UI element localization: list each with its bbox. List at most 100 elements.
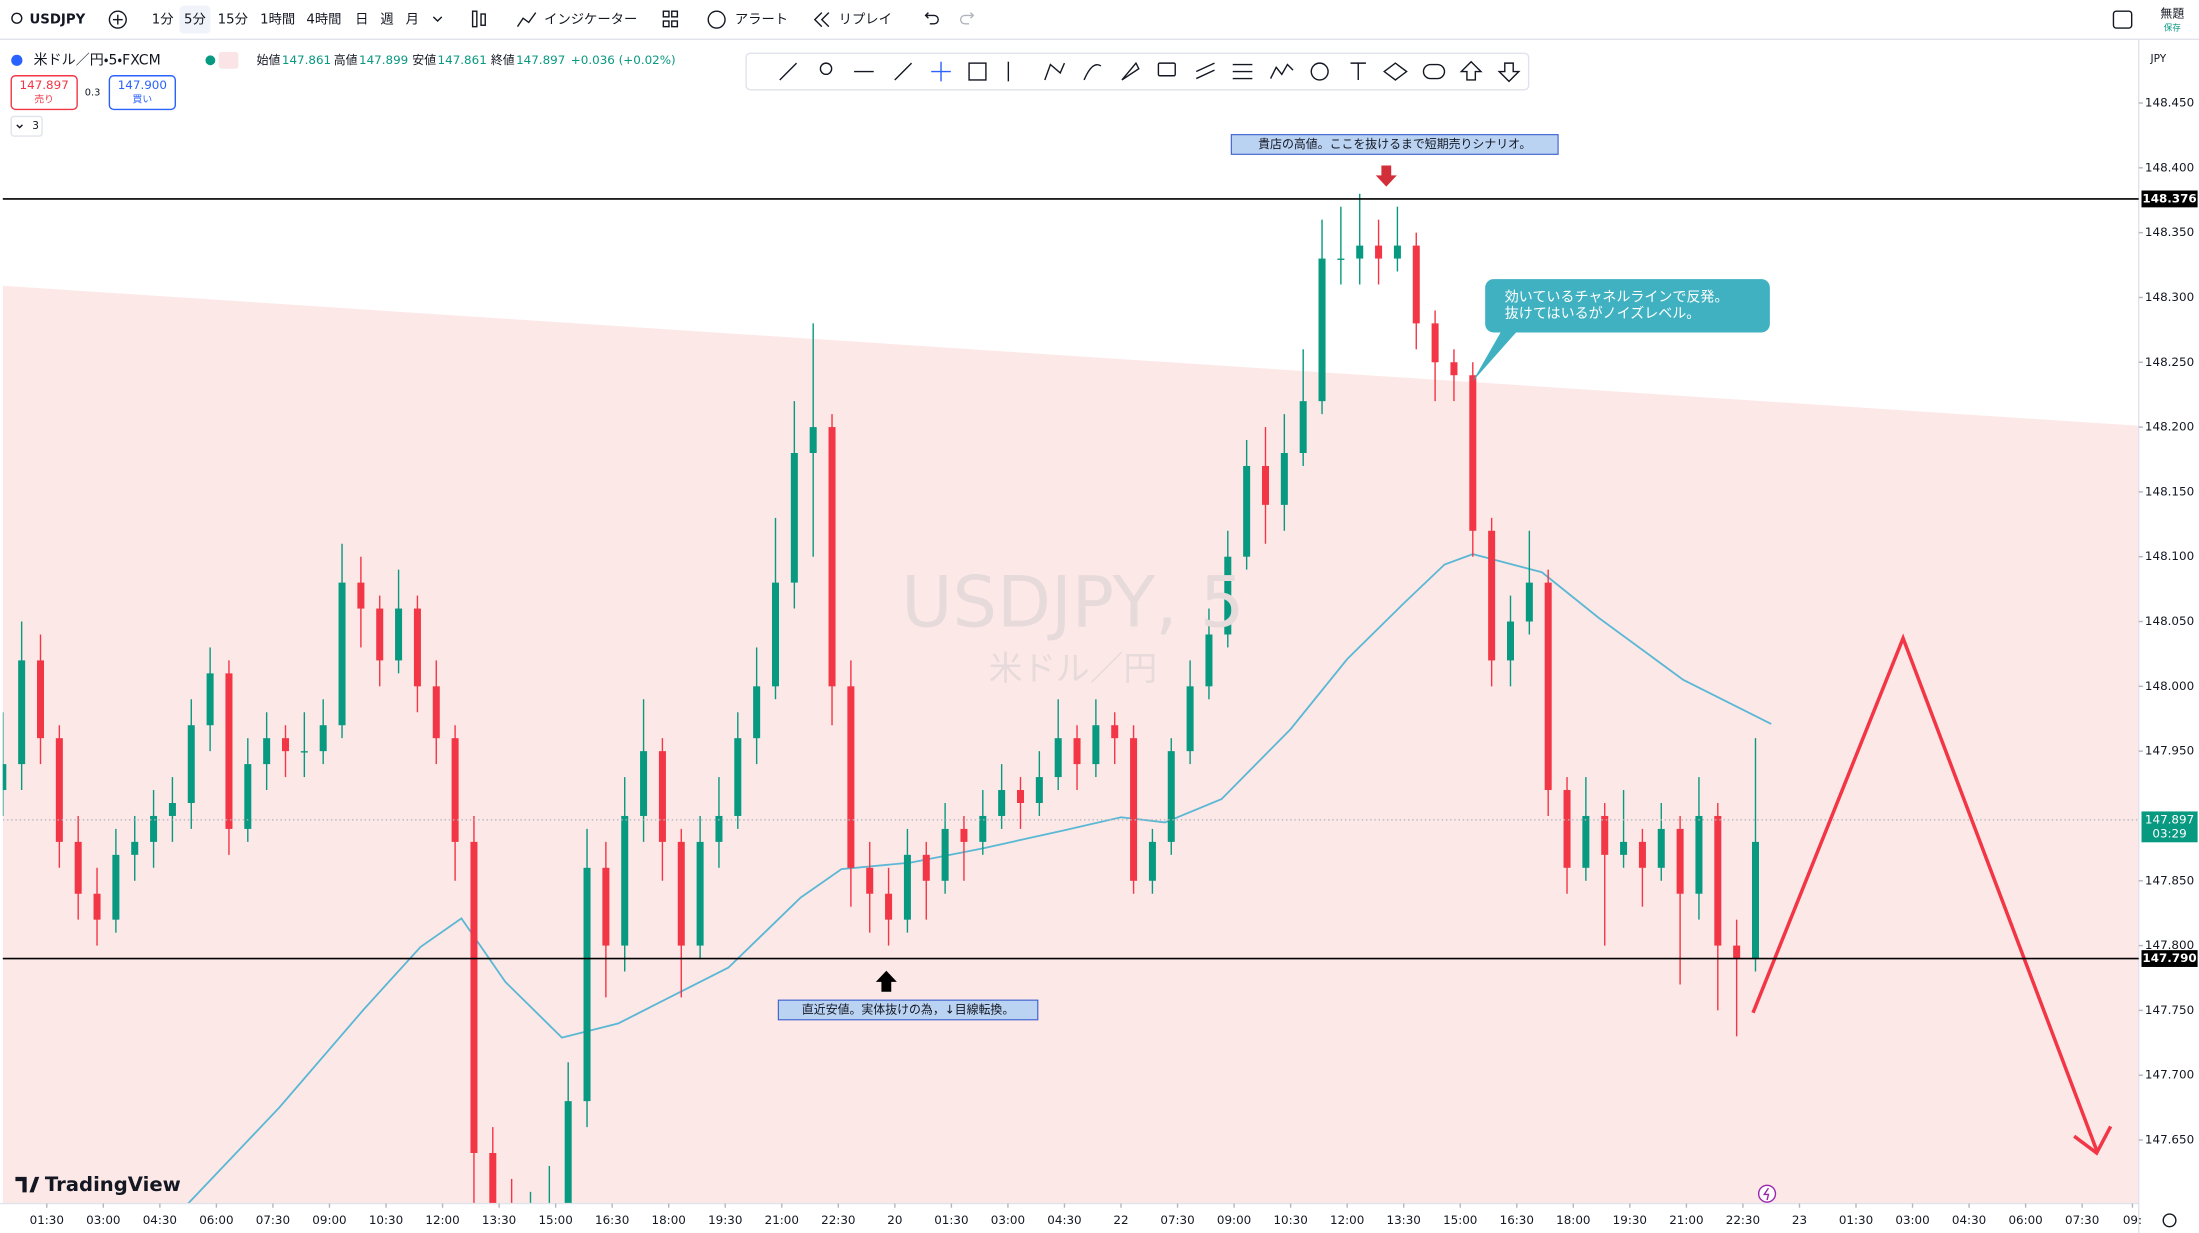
tool-icon[interactable] [819, 62, 833, 76]
candle-body [413, 608, 421, 687]
interval[interactable]: 15分 [218, 12, 248, 28]
tool-icon[interactable] [779, 62, 798, 81]
instrument[interactable]: 米ドル／円・5・FXCM [34, 52, 161, 68]
tool-icon[interactable] [1497, 62, 1521, 83]
legend-label: 安値 [412, 53, 436, 67]
search-icon[interactable] [11, 12, 23, 24]
candle-body [2, 764, 7, 791]
tool-icon[interactable] [1157, 62, 1176, 77]
legend-change: +0.036 (+0.02%) [571, 53, 676, 67]
fullscreen-icon[interactable] [2112, 10, 2133, 29]
interval[interactable]: 日 [355, 13, 368, 28]
top-toolbar: USDJPY 1分 5分 15分 1時間 4時間 日 週 月 インジケーター ア… [0, 5, 2199, 40]
candle-body [263, 738, 271, 765]
dropdown-icon[interactable] [432, 16, 443, 23]
channel-area [2, 285, 2139, 1204]
interval[interactable]: 1時間 [260, 12, 295, 28]
save-label[interactable]: 保存 [2164, 23, 2181, 33]
tool-icon[interactable] [1232, 63, 1253, 80]
candle-body [1563, 790, 1571, 868]
x-tick-label: 16:30 [1500, 1213, 1534, 1227]
layout-icon[interactable] [662, 10, 670, 18]
sell-label: 売り [34, 93, 54, 106]
candle-body [376, 608, 384, 661]
candle-body [809, 427, 817, 454]
undo-icon[interactable] [924, 12, 939, 25]
tool-icon[interactable] [1350, 62, 1366, 80]
tool-icon[interactable] [1195, 62, 1215, 80]
x-tick-label: 03:00 [991, 1213, 1025, 1227]
x-tick-label: 20 [887, 1213, 902, 1227]
candle-body [1544, 582, 1552, 791]
replay-button[interactable]: リプレイ [839, 12, 892, 28]
x-tick-label: 04:30 [1047, 1213, 1081, 1227]
candle-body [621, 815, 629, 946]
add-icon[interactable] [108, 10, 127, 29]
symbol[interactable]: USDJPY [29, 13, 85, 28]
candle-body [1054, 738, 1062, 778]
tool-icon[interactable] [1121, 61, 1140, 81]
settings-icon[interactable] [2162, 1213, 2177, 1228]
candle-body [583, 867, 591, 1102]
candle-body [1016, 790, 1025, 803]
layout-name[interactable]: 無題 [2160, 7, 2184, 21]
legend-value: 147.861 [438, 53, 487, 67]
x-tick-label: 03:00 [1895, 1213, 1929, 1227]
layout-icon [662, 20, 670, 28]
alert-button[interactable]: アラート [735, 13, 788, 28]
indicators-toggle[interactable] [10, 115, 43, 137]
countdown-label: 03:29 [2152, 826, 2186, 840]
indicator-icon[interactable] [516, 12, 537, 28]
candle-body [1525, 582, 1533, 622]
tool-icon[interactable] [1310, 62, 1329, 81]
note-box[interactable] [777, 999, 1039, 1021]
buy-button[interactable] [108, 75, 177, 111]
tool-icon[interactable] [1044, 62, 1066, 81]
tool-icon[interactable] [1459, 60, 1483, 81]
indicators-button[interactable]: インジケーター [544, 12, 637, 28]
chart-type-icon[interactable] [471, 10, 478, 28]
x-tick-label: 10:30 [369, 1213, 403, 1227]
alert-icon[interactable] [707, 10, 726, 29]
candle-body [1186, 686, 1194, 752]
candle-body [640, 751, 648, 816]
y-tick-label: 148.150 [2145, 484, 2194, 498]
candle-body [1148, 841, 1156, 881]
interval[interactable]: 月 [406, 13, 419, 28]
sell-button[interactable] [10, 75, 78, 111]
tool-icon[interactable] [1383, 62, 1408, 81]
callout[interactable] [1472, 279, 1770, 382]
candle-body [922, 854, 930, 881]
candle-body [1676, 828, 1684, 894]
x-tick-label: 21:00 [765, 1213, 799, 1227]
replay-icon[interactable] [813, 12, 823, 28]
candle-body [1695, 815, 1703, 894]
candle-body [1111, 725, 1119, 739]
legend-label: 終値 [491, 53, 515, 67]
x-tick-label: 23 [1792, 1213, 1807, 1227]
candle-body [828, 427, 836, 687]
candle-body [1412, 245, 1420, 324]
tool-icon[interactable] [1083, 64, 1102, 81]
candle-body [1035, 777, 1043, 803]
candle-body [55, 738, 63, 842]
interval[interactable]: 4時間 [306, 12, 341, 28]
note-box[interactable] [1230, 134, 1559, 155]
candle-body [1469, 375, 1477, 531]
currency[interactable]: JPY [2150, 53, 2167, 65]
tool-icon[interactable] [1422, 63, 1446, 80]
tool-icon[interactable] [968, 62, 987, 81]
candle-body [753, 686, 761, 739]
scenario-arrowhead [2073, 1125, 2113, 1156]
redo-icon[interactable] [959, 12, 975, 25]
y-tick-label: 148.250 [2145, 355, 2194, 369]
tool-icon[interactable] [894, 62, 913, 81]
x-tick-label: 13:30 [482, 1213, 516, 1227]
interval[interactable]: 1分 [152, 12, 174, 28]
interval[interactable]: 週 [380, 12, 393, 28]
x-tick-label: 07:30 [1160, 1213, 1194, 1227]
tool-icon[interactable] [1269, 63, 1294, 79]
interval[interactable]: 5分 [184, 12, 206, 28]
candle-body [1620, 841, 1628, 855]
candle-body [696, 841, 704, 946]
